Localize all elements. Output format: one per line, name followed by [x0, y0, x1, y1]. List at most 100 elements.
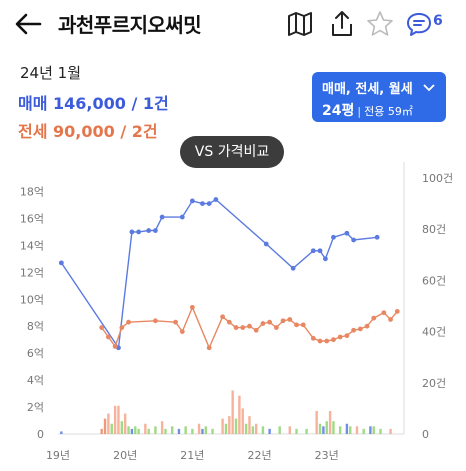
- jeonse-price-point: [364, 323, 370, 329]
- filter-divider: |: [357, 105, 362, 118]
- volume-bar: [261, 426, 265, 434]
- volume-bar: [204, 426, 208, 434]
- chevron-down-icon: [423, 84, 435, 92]
- sale-price-point: [136, 229, 142, 235]
- jeonse-price-point: [173, 319, 178, 325]
- jeonse-price-point: [99, 325, 105, 330]
- sale-price-point: [263, 241, 269, 247]
- share-icon[interactable]: [326, 8, 358, 40]
- x-tick-label: 20년: [113, 449, 137, 462]
- jeonse-price-point: [126, 319, 131, 325]
- volume-bar: [362, 428, 365, 434]
- back-arrow-icon[interactable]: [12, 8, 48, 40]
- volume-bar: [328, 410, 332, 434]
- volume-bar: [171, 426, 174, 434]
- jeonse-price-point: [280, 318, 286, 324]
- jeonse-price-point: [394, 308, 400, 314]
- volume-bar: [221, 418, 224, 434]
- volume-bars: [60, 390, 392, 434]
- price-chart: 0 2억 4억 6억 8억 10억 12억 14억 16억 18억 0 20건 40건 60건 80건 100…: [20, 162, 453, 462]
- price-compare-button[interactable]: VS 가격비교: [180, 136, 284, 168]
- sale-price-point: [200, 201, 205, 206]
- jeonse-price-point: [331, 337, 336, 343]
- jeonse-price-point: [226, 319, 232, 325]
- jeonse-price-point: [371, 315, 377, 321]
- jeonse-price-point: [337, 334, 343, 340]
- volume-bar: [231, 390, 234, 434]
- sale-price-point: [129, 229, 135, 235]
- volume-bar: [164, 428, 167, 434]
- filter-size: 24평 | 전용 59㎡: [322, 100, 413, 120]
- volume-bar: [254, 423, 258, 434]
- volume-bar: [224, 423, 228, 434]
- volume-bar: [127, 426, 130, 434]
- volume-bar: [345, 423, 349, 434]
- volume-bar: [349, 426, 352, 434]
- y-right-tick-label: 40건: [422, 326, 446, 339]
- volume-bar: [177, 428, 181, 434]
- volume-bar: [241, 408, 244, 434]
- volume-bar: [338, 426, 342, 434]
- jeonse-price-point: [310, 335, 316, 341]
- volume-bar: [288, 426, 291, 434]
- sale-price-point: [374, 234, 380, 240]
- jeonse-price-point: [357, 326, 363, 332]
- volume-bar: [325, 421, 328, 434]
- y-right-tick-label: 80건: [422, 223, 446, 236]
- sale-price-summary: 매매 146,000 / 1건: [18, 94, 169, 113]
- volume-bar: [355, 426, 359, 434]
- volume-bar: [268, 428, 271, 434]
- y-left-tick-label: 6억: [27, 347, 44, 360]
- sale-price-point: [153, 228, 158, 233]
- y-right-tick-label: 100건: [422, 172, 453, 185]
- page-title: 과천푸르지오써밋: [58, 13, 202, 37]
- volume-bar: [389, 428, 392, 434]
- volume-bar: [100, 428, 103, 434]
- sale-price-point: [189, 198, 195, 204]
- comment-icon[interactable]: [403, 8, 435, 40]
- sale-price-point: [58, 260, 64, 266]
- volume-bar: [201, 428, 204, 434]
- y-left-tick-label: 0: [37, 428, 44, 441]
- volume-bar: [134, 426, 137, 434]
- sale-price-point: [344, 230, 350, 236]
- jeonse-price-point: [351, 327, 357, 333]
- jeonse-price-point: [105, 334, 111, 340]
- sale-price-point: [213, 197, 219, 202]
- jeonse-price-point: [344, 333, 350, 339]
- volume-bar: [318, 423, 322, 434]
- price-lines: [58, 197, 400, 351]
- volume-bar: [191, 428, 194, 434]
- chart-grid: [58, 162, 405, 435]
- volume-bar: [120, 421, 124, 434]
- volume-bar: [238, 395, 241, 434]
- star-icon[interactable]: [364, 8, 396, 40]
- sale-price-point: [179, 214, 185, 220]
- sale-price-point: [317, 248, 323, 254]
- sale-price-point: [290, 265, 296, 271]
- y-left-tick-label: 2억: [27, 401, 44, 414]
- jeonse-price-point: [119, 325, 125, 330]
- jeonse-price-point: [388, 317, 393, 322]
- jeonse-price-point: [324, 338, 330, 344]
- y-left-tick-label: 10억: [20, 293, 44, 306]
- x-tick-label: 23년: [315, 449, 339, 462]
- volume-bar: [244, 423, 248, 434]
- y-left-tick-label: 18억: [20, 185, 44, 198]
- transaction-date: 24년 1월: [20, 64, 81, 82]
- volume-bar: [154, 426, 157, 434]
- volume-bar: [234, 418, 238, 434]
- jeonse-price-point: [153, 318, 158, 324]
- y-right-tick-label: 60건: [422, 274, 446, 287]
- y-right-tick-label: 0: [422, 428, 429, 441]
- trade-filter-button[interactable]: 매매, 전세, 월세 24평 | 전용 59㎡: [312, 72, 446, 122]
- x-tick-label: 19년: [46, 449, 70, 462]
- volume-bar: [144, 423, 147, 434]
- sale-price-point: [331, 234, 336, 240]
- map-icon[interactable]: [284, 8, 316, 40]
- volume-bar: [315, 410, 318, 434]
- y-left-tick-label: 14억: [20, 239, 44, 252]
- x-tick-label: 22년: [247, 449, 271, 462]
- jeonse-price-point: [273, 325, 279, 330]
- volume-bar: [60, 431, 63, 434]
